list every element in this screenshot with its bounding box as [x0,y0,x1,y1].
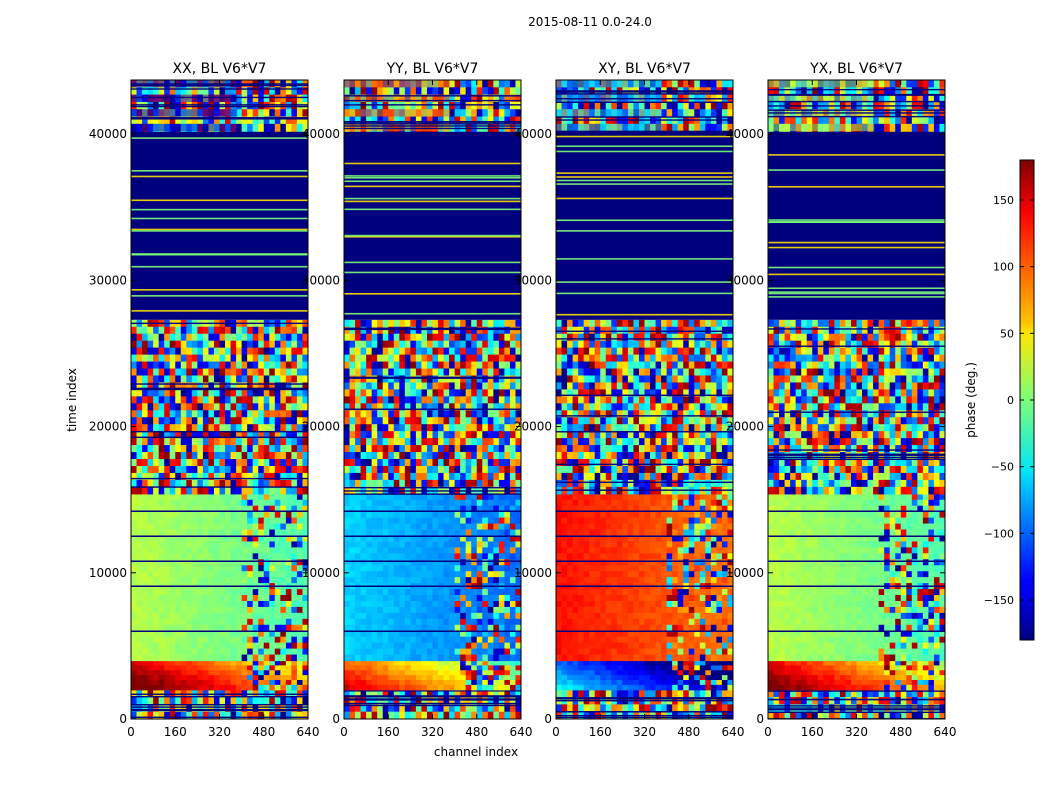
y-tick-label: 0 [544,712,552,726]
x-tick-label: 640 [297,725,320,739]
panel-title: YX, BL V6*V7 [809,61,903,77]
x-tick-label: 480 [889,725,912,739]
panel-heatmap [768,80,945,719]
x-tick-label: 320 [421,725,444,739]
panel-2: YY, BL V6*V7 0 160 320 480 640 0 10000 20000 3000… [302,61,533,739]
colorbar-label: phase (deg.) [964,362,978,438]
colorbar-ticks: 150 100 50 0 −50 −100 −150 [984,194,1034,607]
y-tick-label: 30000 [514,273,552,287]
y-tick-label: 20000 [514,420,552,434]
colorbar-tick-label: 0 [1007,394,1014,407]
x-tick-label: 0 [127,725,135,739]
y-tick-label: 10000 [89,566,127,580]
x-tick-label: 320 [633,725,656,739]
x-tick-label: 640 [722,725,745,739]
colorbar-tick-label: 150 [993,194,1014,207]
y-tick-label: 20000 [726,420,764,434]
colorbar-tick-label: −50 [991,461,1014,474]
y-tick-label: 30000 [89,273,127,287]
y-axis-label: time index [65,368,79,432]
x-tick-label: 160 [377,725,400,739]
colorbar-tick-label: 100 [993,261,1014,274]
x-tick-label: 640 [510,725,533,739]
x-tick-label: 320 [208,725,231,739]
colorbar: 150 100 50 0 −50 −100 −150 phase (deg.) [964,159,1035,641]
y-tick-label: 10000 [514,566,552,580]
panel-1: XX, BL V6*V7 0 160 320 480 640 0 10000 20000 3000… [89,61,320,739]
y-tick-label: 0 [756,712,764,726]
colorbar-tick-label: 50 [1000,327,1014,340]
y-tick-label: 30000 [302,273,340,287]
x-tick-label: 320 [845,725,868,739]
colorbar-tick-label: −100 [984,527,1014,540]
x-tick-label: 160 [164,725,187,739]
x-tick-label: 0 [552,725,560,739]
panel-heatmap [131,80,308,719]
y-tick-label: 0 [119,712,127,726]
y-tick-label: 40000 [726,127,764,141]
panel-3: XY, BL V6*V7 0 160 320 480 640 0 10000 20000 3000… [514,61,745,739]
x-tick-label: 160 [801,725,824,739]
panel-heatmap [556,80,733,719]
panel-title: XX, BL V6*V7 [173,61,267,77]
y-tick-label: 40000 [89,127,127,141]
y-tick-label: 10000 [726,566,764,580]
x-tick-label: 480 [677,725,700,739]
x-tick-label: 160 [589,725,612,739]
y-tick-label: 10000 [302,566,340,580]
x-tick-label: 480 [465,725,488,739]
y-tick-label: 40000 [514,127,552,141]
y-tick-label: 30000 [726,273,764,287]
x-axis-label: channel index [434,745,518,759]
colorbar-tick-label: −150 [984,594,1014,607]
x-tick-label: 0 [340,725,348,739]
panel-4: YX, BL V6*V7 0 160 320 480 640 0 10000 20000 3000… [726,61,957,739]
y-tick-label: 20000 [302,420,340,434]
panels: XX, BL V6*V7 0 160 320 480 640 0 10000 20000 3000… [89,61,957,739]
y-tick-label: 20000 [89,420,127,434]
x-tick-label: 480 [252,725,275,739]
panel-heatmap [344,80,521,719]
y-tick-label: 0 [332,712,340,726]
panel-title: XY, BL V6*V7 [598,61,691,77]
x-tick-label: 640 [934,725,957,739]
figure-title: 2015-08-11 0.0-24.0 [528,15,652,29]
panel-title: YY, BL V6*V7 [386,61,479,77]
x-tick-label: 0 [764,725,772,739]
y-tick-label: 40000 [302,127,340,141]
